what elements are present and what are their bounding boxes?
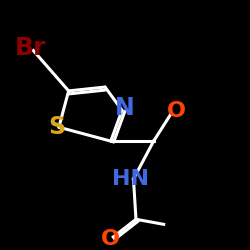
- Text: Br: Br: [15, 36, 46, 60]
- Text: O: O: [167, 101, 186, 121]
- Text: N: N: [115, 96, 134, 120]
- Text: S: S: [48, 115, 65, 139]
- Text: O: O: [101, 230, 120, 250]
- Text: HN: HN: [112, 169, 150, 189]
